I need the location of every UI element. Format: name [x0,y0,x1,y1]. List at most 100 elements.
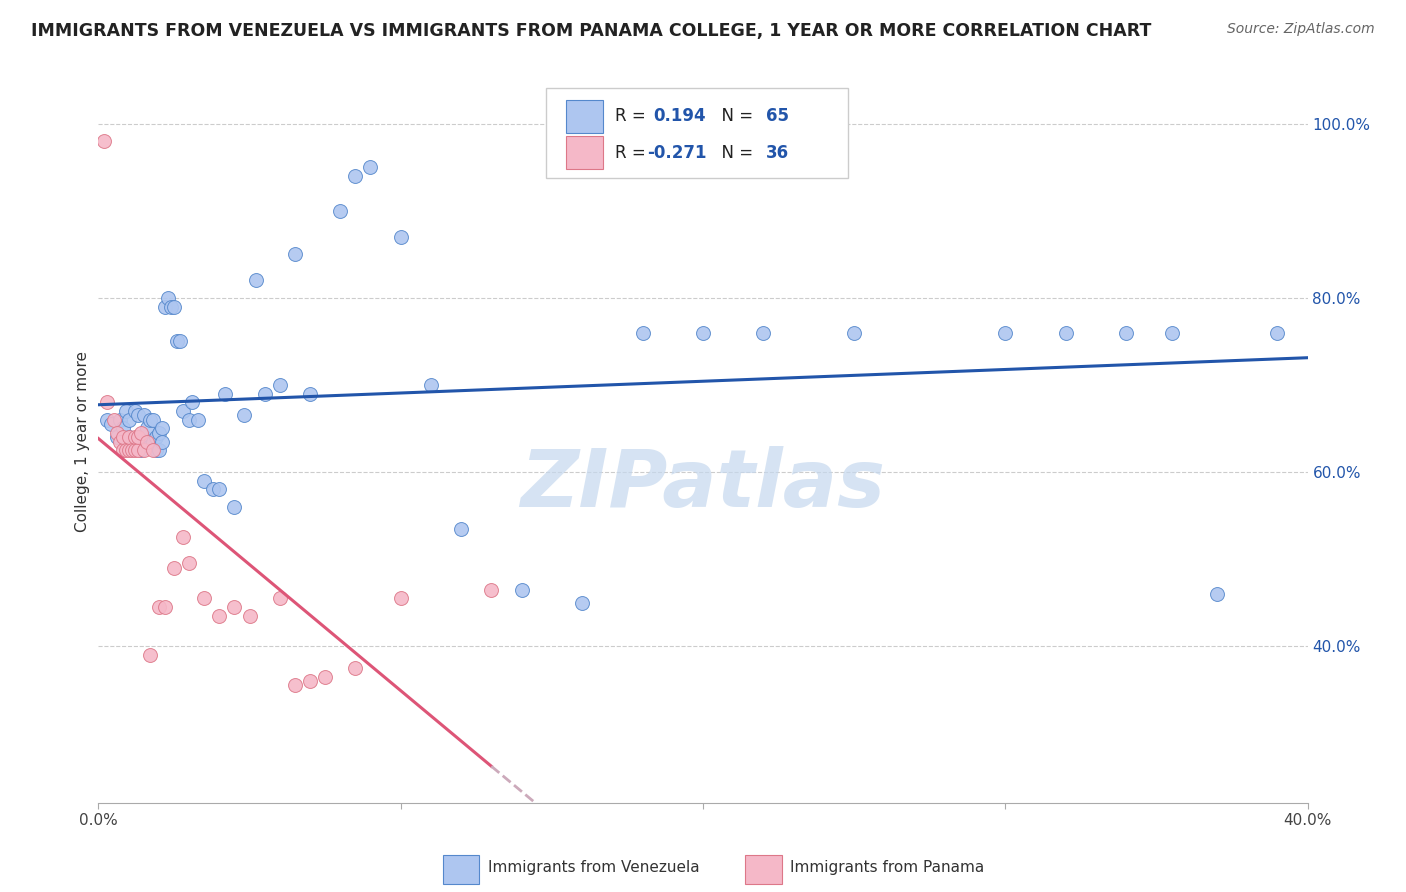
Point [156,291,179,305]
Point [299,386,322,401]
Point [124,404,146,418]
Point [132,409,155,423]
Point [132,430,155,444]
Point [1054,326,1077,340]
Point [139,648,162,662]
Text: N =: N = [711,144,759,161]
Point [127,430,149,444]
Point [111,421,134,435]
FancyBboxPatch shape [546,87,848,178]
Point [150,434,173,449]
Text: Source: ZipAtlas.com: Source: ZipAtlas.com [1227,22,1375,37]
Point [1206,587,1229,601]
Text: -0.271: -0.271 [647,144,707,161]
Text: 36: 36 [766,144,789,161]
Point [145,443,167,458]
Text: R =: R = [614,107,651,126]
Point [389,230,412,244]
Point [121,434,143,449]
Point [214,386,236,401]
Point [148,599,170,614]
Point [389,591,412,606]
Point [1160,326,1182,340]
Text: Immigrants from Panama: Immigrants from Panama [790,860,984,875]
Point [96,413,118,427]
Point [118,430,141,444]
Point [145,430,167,444]
Point [224,599,246,614]
Point [481,582,503,597]
Point [314,669,336,683]
Point [103,413,125,427]
Point [193,474,215,488]
Point [129,425,152,440]
Point [163,300,186,314]
Point [118,430,141,444]
Point [127,443,149,458]
Point [114,404,136,418]
Point [132,443,155,458]
Point [93,134,115,148]
Point [169,334,191,349]
Point [208,483,231,497]
Point [187,413,209,427]
Point [239,608,262,623]
Point [269,378,291,392]
Text: N =: N = [711,107,759,126]
Point [172,530,194,544]
Point [344,661,367,675]
Point [510,582,533,597]
Point [284,678,307,692]
Point [142,434,165,449]
Point [127,430,149,444]
Text: ZIPatlas: ZIPatlas [520,446,886,524]
Point [108,413,131,427]
FancyBboxPatch shape [567,100,603,133]
Point [193,591,215,606]
Point [245,273,267,287]
Point [202,483,225,497]
Point [329,203,352,218]
Point [571,596,593,610]
Point [752,326,775,340]
Point [111,443,134,458]
Point [163,561,186,575]
Text: IMMIGRANTS FROM VENEZUELA VS IMMIGRANTS FROM PANAMA COLLEGE, 1 YEAR OR MORE CORR: IMMIGRANTS FROM VENEZUELA VS IMMIGRANTS … [31,22,1152,40]
Text: R =: R = [614,144,651,161]
Text: 0.194: 0.194 [654,107,706,126]
Point [139,439,162,453]
Text: 65: 65 [766,107,789,126]
Y-axis label: College, 1 year or more: College, 1 year or more [75,351,90,532]
Point [139,413,162,427]
Point [153,599,176,614]
Point [160,300,183,314]
Point [105,430,128,444]
Point [166,334,188,349]
Point [179,413,201,427]
Point [269,591,291,606]
FancyBboxPatch shape [745,855,782,884]
Point [148,425,170,440]
Point [420,378,443,392]
Point [100,417,122,431]
Point [1267,326,1289,340]
Point [344,169,367,183]
Point [118,443,141,458]
Point [124,430,146,444]
Point [208,608,231,623]
FancyBboxPatch shape [443,855,479,884]
Point [224,500,246,514]
Point [150,421,173,435]
Point [118,413,141,427]
Point [172,404,194,418]
Point [114,443,136,458]
Point [142,413,165,427]
Point [135,434,157,449]
Text: Immigrants from Venezuela: Immigrants from Venezuela [488,860,699,875]
Point [181,395,204,409]
Point [994,326,1017,340]
Point [108,434,131,449]
Point [253,386,276,401]
Point [844,326,866,340]
Point [148,443,170,458]
